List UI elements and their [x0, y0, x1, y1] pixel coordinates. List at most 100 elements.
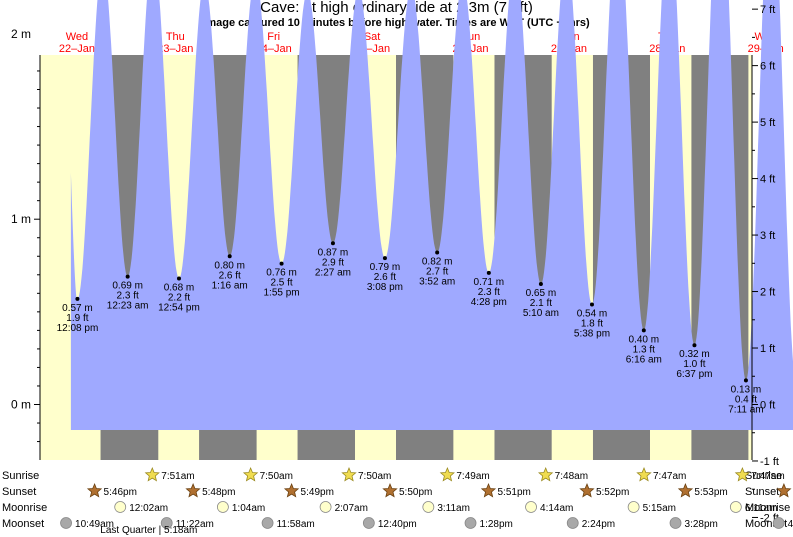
extreme-metres: 0.76 m — [266, 268, 297, 279]
moon-icon — [261, 517, 274, 529]
sunset-time: 5:51pm — [497, 487, 530, 498]
extreme-feet: 2.6 ft — [374, 272, 396, 283]
sun-icon — [283, 482, 300, 498]
right-tick-label: 1 ft — [760, 343, 775, 355]
extreme-time: 3:08 pm — [367, 282, 403, 293]
sun-icon — [341, 466, 357, 482]
moonrise-time: 3:11am — [437, 503, 470, 514]
extreme-time: 12:08 pm — [57, 323, 99, 334]
moonset-time: 3:28pm — [685, 519, 718, 530]
sun-moon-rows: Sunrise Sunrise Sunset Sunset Moonrise Moonri… — [2, 466, 793, 536]
moonset-time: 1:28pm — [480, 519, 513, 530]
extreme-dot — [641, 328, 646, 333]
moon-icon — [772, 517, 785, 529]
extreme-time: 5:10 am — [523, 308, 559, 319]
sun-icon — [144, 466, 160, 482]
extreme-metres: 0.13 m — [731, 384, 762, 395]
sun-icon — [86, 482, 103, 498]
moon-icon — [60, 517, 72, 529]
sunset-time: 5:52pm — [596, 487, 629, 498]
sunset-time: 5:53pm — [694, 487, 727, 498]
moonrise-time: 5:15am — [643, 503, 676, 514]
sun-icon — [185, 482, 201, 498]
moonrise-time: 2:07am — [335, 503, 368, 514]
low-tide-label: 0.76 m2.5 ft1:55 pm — [264, 268, 300, 299]
moonrise-time: 12:02am — [129, 503, 168, 514]
day-weekday: Wed — [66, 31, 88, 43]
sunrise-time: 7:47am — [751, 471, 784, 482]
left-tick-label: 0 m — [11, 398, 31, 412]
sunset-time: 5:50pm — [399, 487, 432, 498]
moon-icon — [525, 501, 537, 513]
right-tick-label: 3 ft — [760, 230, 775, 242]
sunrise-time: 7:49am — [456, 471, 489, 482]
extreme-dot — [692, 343, 697, 348]
tide-curve — [70, 0, 793, 430]
extreme-dot — [382, 256, 387, 261]
extreme-dot — [538, 282, 543, 287]
moon-icon — [362, 517, 375, 529]
extreme-dot — [176, 276, 181, 281]
extreme-dot — [589, 302, 594, 307]
low-tide-label: 0.71 m2.3 ft4:28 pm — [471, 277, 507, 308]
extreme-feet: 2.5 ft — [270, 278, 292, 289]
extreme-metres: 0.40 m — [629, 334, 660, 345]
row-label-left: Sunrise — [2, 470, 39, 482]
moonrise-time: 4:14am — [540, 503, 573, 514]
sunrise-time: 7:50am — [358, 471, 391, 482]
extreme-metres: 0.69 m — [112, 281, 143, 292]
extreme-time: 6:16 am — [626, 354, 662, 365]
moon-icon — [627, 501, 640, 513]
sunrise-time: 7:48am — [555, 471, 588, 482]
extreme-feet: 2.6 ft — [219, 270, 241, 281]
sunrise-time: 7:50am — [260, 471, 293, 482]
sun-icon — [382, 482, 398, 498]
extreme-time: 2:27 am — [315, 267, 351, 278]
low-tide-label: 0.40 m1.3 ft6:16 am — [626, 334, 662, 365]
sunset-time: 5:46pm — [104, 487, 137, 498]
day-headers: Wed22–JanThu23–JanFri24–JanSat25–JanSun2… — [59, 31, 784, 55]
extreme-feet: 2.3 ft — [117, 291, 139, 302]
moon-icon — [729, 501, 742, 513]
day-date: 22–Jan — [59, 43, 95, 55]
sunrise-time: 7:47am — [653, 471, 686, 482]
extreme-metres: 0.57 m — [62, 303, 93, 314]
extreme-time: 6:37 pm — [676, 369, 712, 380]
extreme-dot — [227, 254, 232, 259]
moon-icon — [669, 517, 682, 529]
extreme-metres: 0.68 m — [164, 282, 195, 293]
row-label-right: Moonrise — [745, 502, 790, 514]
row-label-left: Moonset — [2, 518, 44, 530]
sunset-time: 5:48pm — [202, 487, 235, 498]
sun-icon — [537, 466, 554, 482]
extreme-metres: 0.82 m — [422, 257, 453, 268]
extreme-dot — [435, 250, 440, 255]
moon-phase-note: Last Quarter | 5:18am — [100, 525, 197, 536]
right-tick-label: 2 ft — [760, 287, 775, 299]
tide-area — [70, 0, 793, 430]
row-label-right: Sunset — [745, 486, 779, 498]
sun-icon — [677, 482, 694, 498]
moonset-time: 11:22am — [176, 519, 214, 530]
page-subtitle: Image captured 10 minutes before high wa… — [203, 17, 590, 29]
row-label-right: Sunrise — [745, 470, 782, 482]
left-tick-label: 2 m — [11, 27, 31, 41]
extreme-dot — [75, 296, 80, 301]
extreme-feet: 2.9 ft — [322, 257, 344, 268]
right-tick-label: -1 ft — [760, 456, 779, 468]
extreme-metres: 0.65 m — [526, 288, 557, 299]
row-label-left: Sunset — [2, 486, 36, 498]
low-tide-label: 0.87 m2.9 ft2:27 am — [315, 247, 351, 278]
extreme-dot — [279, 261, 284, 266]
moon-icon — [464, 517, 477, 529]
extreme-metres: 0.79 m — [370, 262, 401, 273]
moon-icon — [319, 501, 332, 513]
sun-icon — [579, 482, 595, 498]
extreme-feet: 2.7 ft — [426, 267, 448, 278]
day-weekday: Sat — [364, 31, 381, 43]
low-tide-label: 0.32 m1.0 ft6:37 pm — [676, 349, 712, 380]
extreme-feet: 2.3 ft — [478, 287, 500, 298]
extreme-dot — [125, 274, 130, 279]
low-tide-label: 0.54 m1.8 ft5:38 pm — [574, 308, 610, 339]
